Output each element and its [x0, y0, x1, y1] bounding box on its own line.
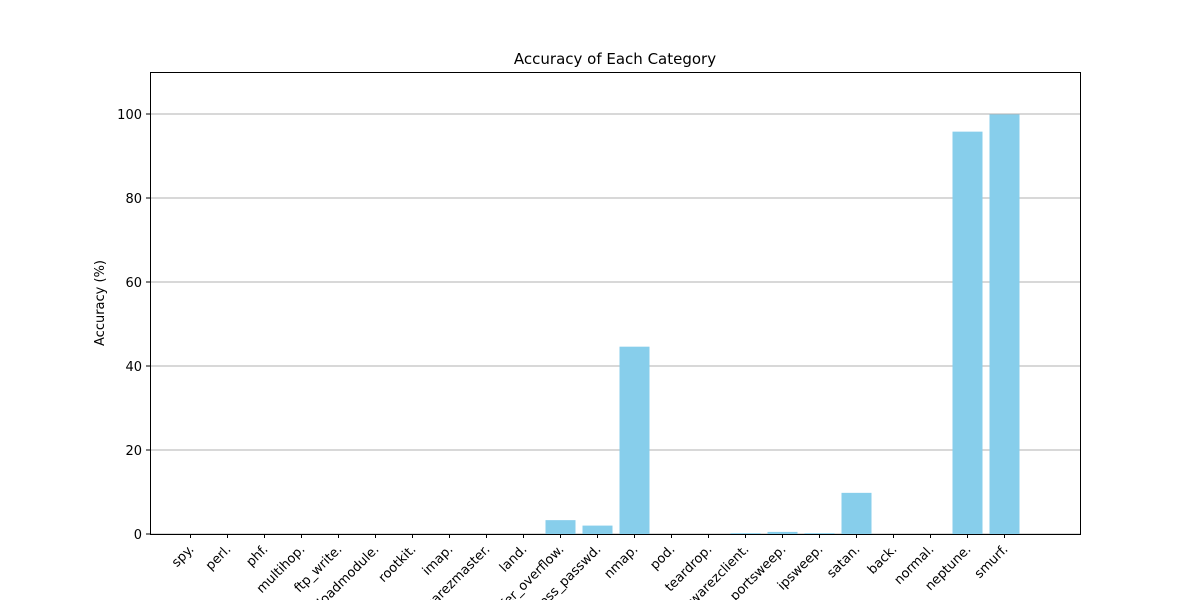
bar [619, 346, 650, 534]
x-tick-label: nmap. [602, 542, 642, 582]
x-tick-label: phf. [244, 542, 272, 570]
x-tick-label: land. [497, 542, 530, 575]
bar [804, 533, 835, 534]
x-tick-label: pod. [648, 542, 679, 573]
y-tick-label: 60 [125, 276, 142, 291]
bar [767, 531, 798, 534]
x-tick-label: smurf. [972, 542, 1011, 581]
bar [545, 520, 576, 534]
y-tick-label: 40 [125, 360, 142, 375]
bar [582, 525, 613, 534]
x-tick-label: perl. [203, 542, 234, 573]
y-axis-ticks: 0 20 40 60 80 100 [117, 108, 150, 543]
bars [545, 114, 1020, 535]
x-tick-label: satan. [824, 542, 863, 581]
y-tick-label: 0 [134, 528, 142, 543]
x-axis-ticks: spy. perl. phf.multihop.ftp_write.loadmodu… [169, 534, 1011, 604]
bar [730, 533, 761, 534]
chart-title: Accuracy of Each Category [514, 50, 716, 68]
bar [989, 114, 1020, 535]
plot-frame [150, 72, 1081, 535]
y-tick-label: 80 [125, 192, 142, 207]
y-tick-label: 100 [117, 108, 142, 123]
y-tick-label: 20 [125, 444, 142, 459]
bar [952, 131, 983, 534]
x-tick-label: rootkit. [376, 542, 419, 585]
bar [841, 492, 872, 534]
y-axis-label: Accuracy (%) [93, 260, 108, 346]
x-tick-label: back. [865, 542, 900, 577]
x-tick-label: spy. [169, 542, 197, 570]
grid-lines [150, 113, 1080, 535]
